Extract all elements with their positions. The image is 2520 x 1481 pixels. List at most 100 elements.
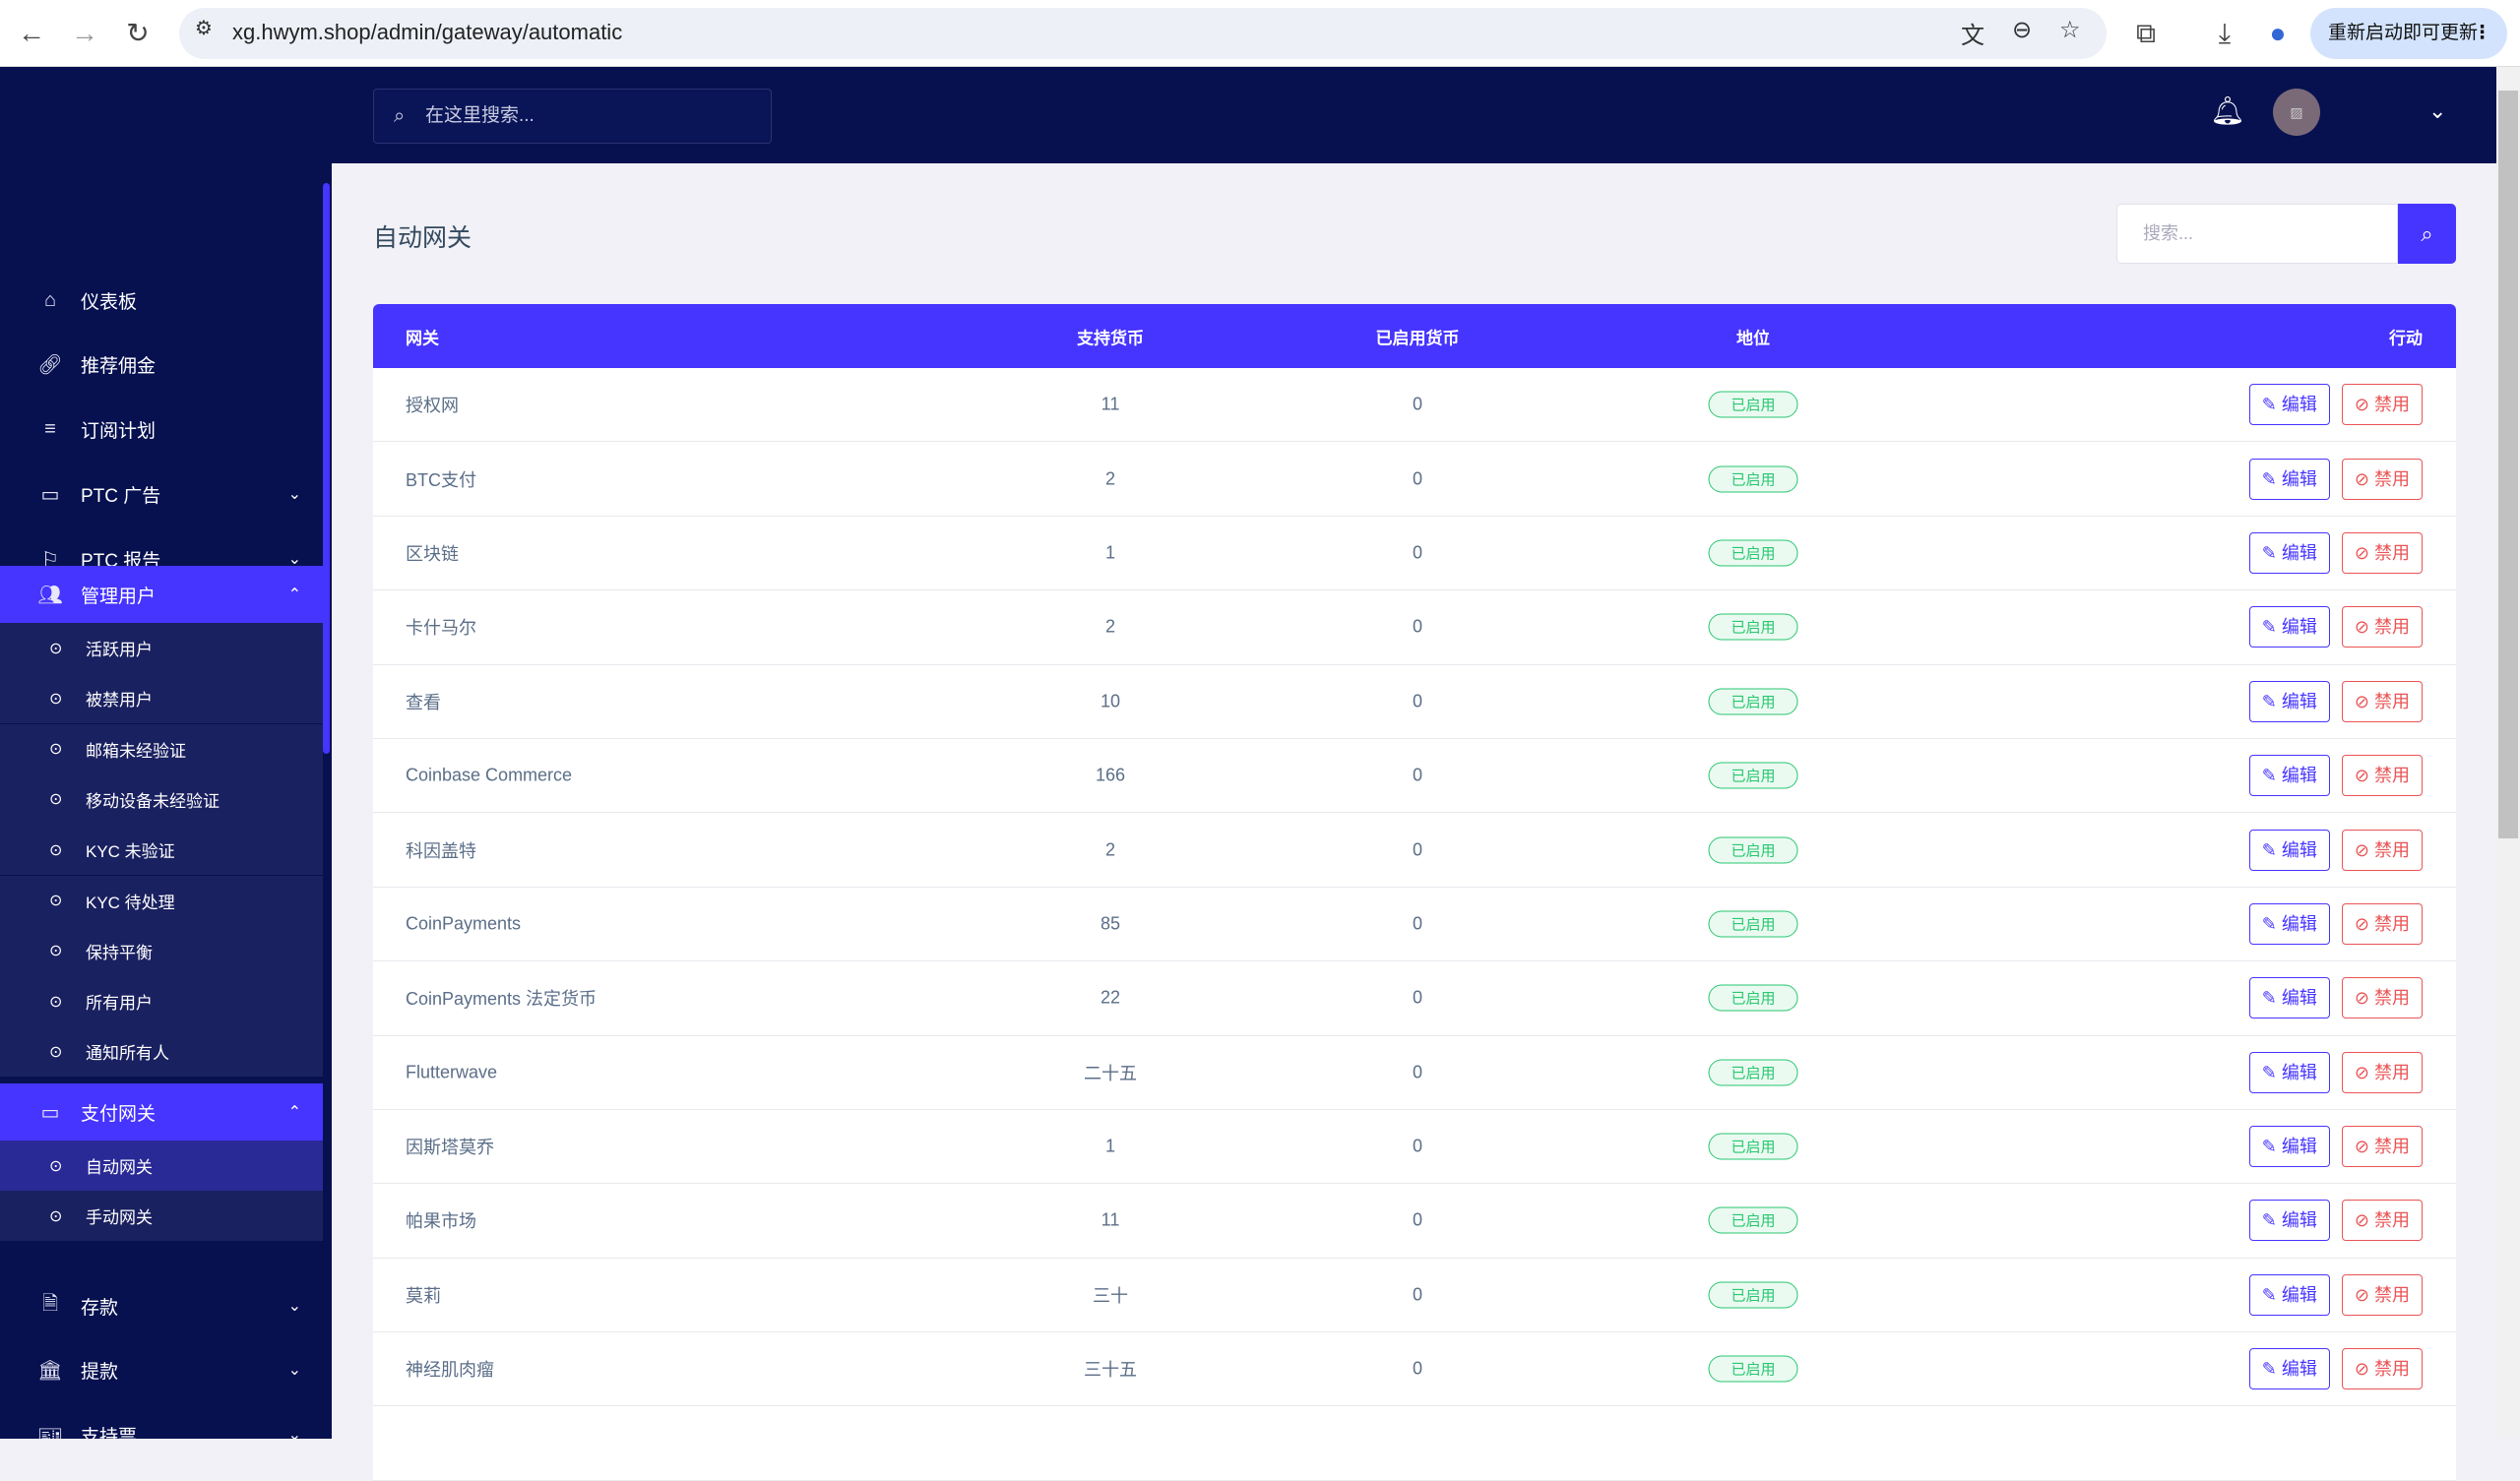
sidebar-subitem[interactable]: ⊙ 通知所有人 (0, 1026, 323, 1078)
sidebar-item-7[interactable]: 🗎 存款 ⌄ (0, 1277, 323, 1334)
bookmark-star-icon[interactable]: ☆ (2059, 17, 2081, 43)
status-badge: 已启用 (1708, 1206, 1798, 1234)
disable-button[interactable]: ⊘ 禁用 (2341, 384, 2423, 426)
reload-icon[interactable]: ↻ (126, 18, 150, 48)
sidebar-item-6[interactable]: ▭ 支付网关 ⌃ (0, 1083, 323, 1141)
translate-icon[interactable]: 文 (1961, 23, 1984, 49)
gateway-name: BTC支付 (406, 469, 476, 490)
sidebar-item-8[interactable]: 🏛︎ 提款 ⌄ (0, 1341, 323, 1398)
row-actions: ✎ 编辑 ⊘ 禁用 (2248, 829, 2423, 871)
extensions-icon[interactable]: ⧉ (2136, 18, 2156, 48)
edit-button[interactable]: ✎ 编辑 (2248, 1273, 2330, 1316)
supported-currencies: 11 (1101, 1209, 1120, 1230)
row-actions: ✎ 编辑 ⊘ 禁用 (2248, 1051, 2423, 1093)
disable-button[interactable]: ⊘ 禁用 (2341, 680, 2423, 722)
search-icon: ⌕ (394, 105, 406, 127)
gateway-table: 网关 支持货币 已启用货币 地位 行动 授权网 11 0 已启用 ✎ 编辑 ⊘ 禁… (373, 304, 2456, 1481)
download-icon[interactable]: ⤓ (2218, 18, 2232, 48)
disable-button[interactable]: ⊘ 禁用 (2341, 1051, 2423, 1093)
users-icon: 👥︎ (37, 584, 63, 606)
site-settings-icon[interactable]: ⚙ (195, 18, 213, 39)
sidebar-subitem[interactable]: ⊙ 活跃用户 (0, 623, 323, 673)
eye-slash-icon: ⊘ (2354, 988, 2369, 1009)
edit-button[interactable]: ✎ 编辑 (2248, 977, 2330, 1019)
sidebar-item-9[interactable]: 🎫︎ 支持票 ⌄ (0, 1406, 323, 1440)
edit-button[interactable]: ✎ 编辑 (2248, 1051, 2330, 1093)
disable-label: 禁用 (2374, 395, 2410, 415)
table-row: 授权网 11 0 已启用 ✎ 编辑 ⊘ 禁用 (373, 368, 2456, 443)
edit-button[interactable]: ✎ 编辑 (2248, 1126, 2330, 1168)
sidebar-subitem[interactable]: ⊙ KYC 未验证 (0, 825, 323, 876)
disable-button[interactable]: ⊘ 禁用 (2341, 1348, 2423, 1390)
edit-button[interactable]: ✎ 编辑 (2248, 458, 2330, 500)
sidebar-subitem[interactable]: ⊙ 邮箱未经验证 (0, 723, 323, 774)
disable-label: 禁用 (2374, 468, 2410, 489)
gateway-name: Flutterwave (406, 1062, 498, 1082)
supported-currencies: 1 (1104, 1136, 1116, 1156)
disable-button[interactable]: ⊘ 禁用 (2341, 531, 2423, 574)
gateway-name: Coinbase Commerce (406, 765, 573, 785)
sidebar-item-2[interactable]: ≡ 订阅计划 (0, 401, 323, 458)
sidebar-subitem[interactable]: ⊙ 所有用户 (0, 976, 323, 1027)
status-badge: 已启用 (1708, 984, 1798, 1012)
edit-button[interactable]: ✎ 编辑 (2248, 1348, 2330, 1390)
back-icon[interactable]: ← (18, 18, 45, 48)
edit-button[interactable]: ✎ 编辑 (2248, 531, 2330, 574)
sidebar-item-5[interactable]: 👥︎ 管理用户 ⌃ (0, 566, 323, 623)
profile-icon[interactable]: ● (2269, 18, 2287, 48)
edit-button[interactable]: ✎ 编辑 (2248, 755, 2330, 797)
sidebar-subitem[interactable]: ⊙ 自动网关 (0, 1141, 323, 1191)
edit-button[interactable]: ✎ 编辑 (2248, 606, 2330, 648)
address-bar[interactable]: ⚙ xg.hwym.shop/admin/gateway/automatic 文… (179, 8, 2107, 59)
more-icon[interactable]: ⋮ (2473, 23, 2491, 43)
edit-button[interactable]: ✎ 编辑 (2248, 902, 2330, 945)
sidebar-subitem-label: 所有用户 (86, 994, 153, 1014)
page-scrollbar-thumb[interactable] (2498, 91, 2518, 838)
col-supported: 支持货币 (1077, 329, 1144, 347)
table-search-input[interactable]: 搜索... (2116, 204, 2398, 264)
edit-button[interactable]: ✎ 编辑 (2248, 829, 2330, 871)
zoom-icon[interactable]: ⊖ (2012, 17, 2033, 43)
eye-slash-icon: ⊘ (2354, 1210, 2369, 1231)
bell-icon[interactable]: 🔔︎ (2210, 95, 2245, 126)
disable-button[interactable]: ⊘ 禁用 (2341, 1273, 2423, 1316)
enabled-currencies: 0 (1412, 1136, 1423, 1156)
disable-button[interactable]: ⊘ 禁用 (2341, 902, 2423, 945)
sidebar-item-3[interactable]: ▭ PTC 广告 ⌄ (0, 465, 323, 523)
update-button[interactable]: 重新启动即可更新 ⋮ (2310, 8, 2507, 59)
sidebar-subitem[interactable]: ⊙ 手动网关 (0, 1191, 323, 1242)
disable-button[interactable]: ⊘ 禁用 (2341, 829, 2423, 871)
sidebar-item-0[interactable]: ⌂ 仪表板 (0, 272, 323, 329)
header-search-input[interactable]: ⌕ 在这里搜索... (373, 89, 772, 144)
forward-icon[interactable]: → (71, 18, 98, 48)
eye-slash-icon: ⊘ (2354, 1359, 2369, 1380)
disable-button[interactable]: ⊘ 禁用 (2341, 755, 2423, 797)
sidebar-subitem[interactable]: ⊙ 被禁用户 (0, 673, 323, 724)
table-search-button[interactable]: ⌕ (2398, 204, 2456, 264)
disable-button[interactable]: ⊘ 禁用 (2341, 1126, 2423, 1168)
supported-currencies: 二十五 (1084, 1063, 1137, 1083)
row-actions: ✎ 编辑 ⊘ 禁用 (2248, 458, 2423, 500)
disable-button[interactable]: ⊘ 禁用 (2341, 606, 2423, 648)
edit-button[interactable]: ✎ 编辑 (2248, 1200, 2330, 1242)
disable-button[interactable]: ⊘ 禁用 (2341, 977, 2423, 1019)
table-search-placeholder: 搜索... (2143, 223, 2194, 243)
supported-currencies: 2 (1104, 468, 1116, 489)
pencil-icon: ✎ (2261, 1137, 2277, 1157)
enabled-currencies: 0 (1412, 987, 1423, 1008)
gateway-name: 帕果市场 (406, 1211, 476, 1232)
disable-button[interactable]: ⊘ 禁用 (2341, 458, 2423, 500)
edit-button[interactable]: ✎ 编辑 (2248, 680, 2330, 722)
sidebar-item-1[interactable]: 🔗︎ 推荐佣金 (0, 336, 323, 393)
sidebar-subitem[interactable]: ⊙ 移动设备未经验证 (0, 773, 323, 825)
chevron-circle-down-icon[interactable]: ⌄ (2428, 98, 2447, 123)
sidebar-scrollbar[interactable] (323, 183, 330, 754)
disable-button[interactable]: ⊘ 禁用 (2341, 1200, 2423, 1242)
avatar[interactable]: ▨ (2273, 89, 2320, 136)
sidebar-subitem[interactable]: ⊙ KYC 待处理 (0, 875, 323, 926)
sidebar-subitem[interactable]: ⊙ 保持平衡 (0, 925, 323, 976)
gateway-name: 查看 (406, 692, 441, 712)
edit-button[interactable]: ✎ 编辑 (2248, 384, 2330, 426)
pencil-icon: ✎ (2261, 988, 2277, 1009)
gateway-name: CoinPayments 法定货币 (406, 989, 598, 1010)
